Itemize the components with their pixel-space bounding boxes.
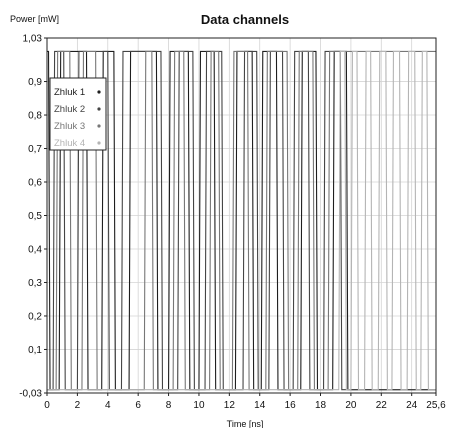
x-axis-label: Time [ns] (227, 419, 264, 428)
y-tick-label: 0,2 (28, 311, 42, 322)
y-axis-label: Power [mW] (10, 14, 59, 24)
x-tick-label: 20 (345, 400, 357, 411)
x-tick-label: 14 (254, 400, 266, 411)
x-tick-label: 16 (285, 400, 297, 411)
y-tick-label: 0,8 (28, 111, 42, 122)
x-tick-label: 22 (376, 400, 388, 411)
x-tick-label: 12 (224, 400, 236, 411)
legend-marker-2 (97, 107, 101, 111)
y-tick-label: 0,1 (28, 345, 42, 356)
x-tick-label: 0 (44, 400, 50, 411)
legend-marker-1 (97, 90, 101, 94)
x-tick-label: 2 (75, 400, 81, 411)
x-tick-label: 24 (406, 400, 418, 411)
y-tick-label: 0,9 (28, 77, 42, 88)
legend-label-2: Zhluk 2 (54, 104, 85, 115)
legend-marker-3 (97, 124, 101, 128)
y-tick-label: -0,03 (19, 389, 42, 400)
legend-box (49, 77, 107, 151)
legend-label-4: Zhluk 4 (54, 138, 85, 149)
y-tick-label: 0,4 (28, 244, 42, 255)
x-tick-label: 4 (105, 400, 111, 411)
y-tick-label: 1,03 (23, 34, 43, 45)
series-line-4 (47, 50, 436, 391)
x-tick-label: 18 (315, 400, 327, 411)
y-tick-label: 0,3 (28, 278, 42, 289)
x-tick-label: 8 (166, 400, 172, 411)
legend-label-3: Zhluk 3 (54, 121, 85, 132)
y-tick-label: 0,7 (28, 144, 42, 155)
x-tick-label: 25,6 (426, 400, 446, 411)
y-tick-label: 0,6 (28, 178, 42, 189)
x-tick-label: 6 (135, 400, 141, 411)
y-axis-ticks: -0,03 0,1 0,2 0,3 0,4 0,5 0,6 0,7 0,8 0,9 1,03 (19, 34, 47, 400)
x-axis-ticks: 0 2 4 6 8 10 12 14 16 18 20 22 24 25,6 (44, 393, 446, 411)
x-tick-label: 10 (193, 400, 205, 411)
y-tick-label: 0,5 (28, 211, 42, 222)
legend-marker-4 (97, 141, 101, 145)
chart-title: Data channels (201, 12, 289, 27)
legend-label-1: Zhluk 1 (54, 87, 85, 98)
legend: Zhluk 1 Zhluk 2 Zhluk 3 Zhluk 4 (49, 77, 107, 151)
